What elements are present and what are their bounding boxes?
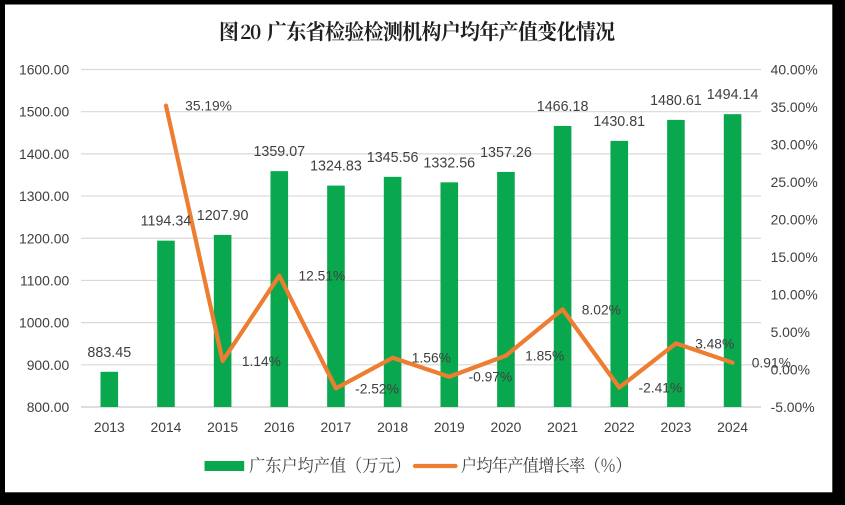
svg-text:-0.97%: -0.97% xyxy=(468,370,512,385)
svg-text:2024: 2024 xyxy=(717,419,748,435)
svg-text:1500.00: 1500.00 xyxy=(19,104,69,120)
svg-text:2017: 2017 xyxy=(320,419,351,435)
svg-text:1480.61: 1480.61 xyxy=(650,93,702,109)
svg-text:1194.34: 1194.34 xyxy=(141,214,192,230)
svg-text:35.00%: 35.00% xyxy=(771,99,818,115)
svg-text:1.56%: 1.56% xyxy=(412,351,451,366)
svg-text:15.00%: 15.00% xyxy=(771,249,818,265)
svg-text:2016: 2016 xyxy=(264,419,295,435)
svg-text:10.00%: 10.00% xyxy=(771,287,818,303)
svg-text:1100.00: 1100.00 xyxy=(20,272,69,288)
svg-text:2023: 2023 xyxy=(660,419,691,435)
svg-text:8.02%: 8.02% xyxy=(582,302,621,317)
svg-text:1466.18: 1466.18 xyxy=(537,99,589,115)
svg-text:2019: 2019 xyxy=(434,419,465,435)
svg-text:12.51%: 12.51% xyxy=(298,269,345,284)
svg-text:1324.83: 1324.83 xyxy=(310,159,362,175)
svg-text:0.00%: 0.00% xyxy=(771,362,810,378)
svg-text:-2.52%: -2.52% xyxy=(355,381,399,396)
svg-text:1430.81: 1430.81 xyxy=(593,114,645,130)
svg-text:1.85%: 1.85% xyxy=(525,349,564,364)
svg-text:25.00%: 25.00% xyxy=(771,174,818,190)
svg-text:0.91%: 0.91% xyxy=(752,356,791,371)
svg-text:30.00%: 30.00% xyxy=(771,137,818,153)
svg-text:900.00: 900.00 xyxy=(27,357,70,373)
svg-text:5.00%: 5.00% xyxy=(771,324,810,340)
svg-text:1600.00: 1600.00 xyxy=(19,62,69,78)
svg-text:1300.00: 1300.00 xyxy=(19,188,69,204)
svg-text:2022: 2022 xyxy=(604,419,635,435)
svg-text:1332.56: 1332.56 xyxy=(423,155,475,171)
svg-text:2021: 2021 xyxy=(547,419,578,435)
svg-text:1357.26: 1357.26 xyxy=(480,145,532,161)
svg-text:2018: 2018 xyxy=(377,419,408,435)
svg-text:883.45: 883.45 xyxy=(87,345,131,361)
svg-text:2013: 2013 xyxy=(94,419,125,435)
svg-text:40.00%: 40.00% xyxy=(771,62,818,78)
svg-text:-2.41%: -2.41% xyxy=(638,380,682,395)
svg-text:3.48%: 3.48% xyxy=(695,336,734,351)
svg-text:800.00: 800.00 xyxy=(27,399,70,415)
svg-text:1345.56: 1345.56 xyxy=(367,150,419,166)
svg-text:20.00%: 20.00% xyxy=(771,212,818,228)
svg-text:1207.90: 1207.90 xyxy=(197,208,249,224)
svg-text:2015: 2015 xyxy=(207,419,238,435)
svg-text:-5.00%: -5.00% xyxy=(771,399,815,415)
svg-text:1200.00: 1200.00 xyxy=(19,230,69,246)
svg-text:2014: 2014 xyxy=(151,419,182,435)
svg-text:1.14%: 1.14% xyxy=(242,354,281,369)
svg-text:1359.07: 1359.07 xyxy=(253,144,305,160)
svg-text:1494.14: 1494.14 xyxy=(707,87,759,103)
svg-text:1400.00: 1400.00 xyxy=(19,146,69,162)
svg-text:1000.00: 1000.00 xyxy=(19,315,69,331)
svg-text:2020: 2020 xyxy=(490,419,521,435)
svg-text:35.19%: 35.19% xyxy=(185,98,232,113)
